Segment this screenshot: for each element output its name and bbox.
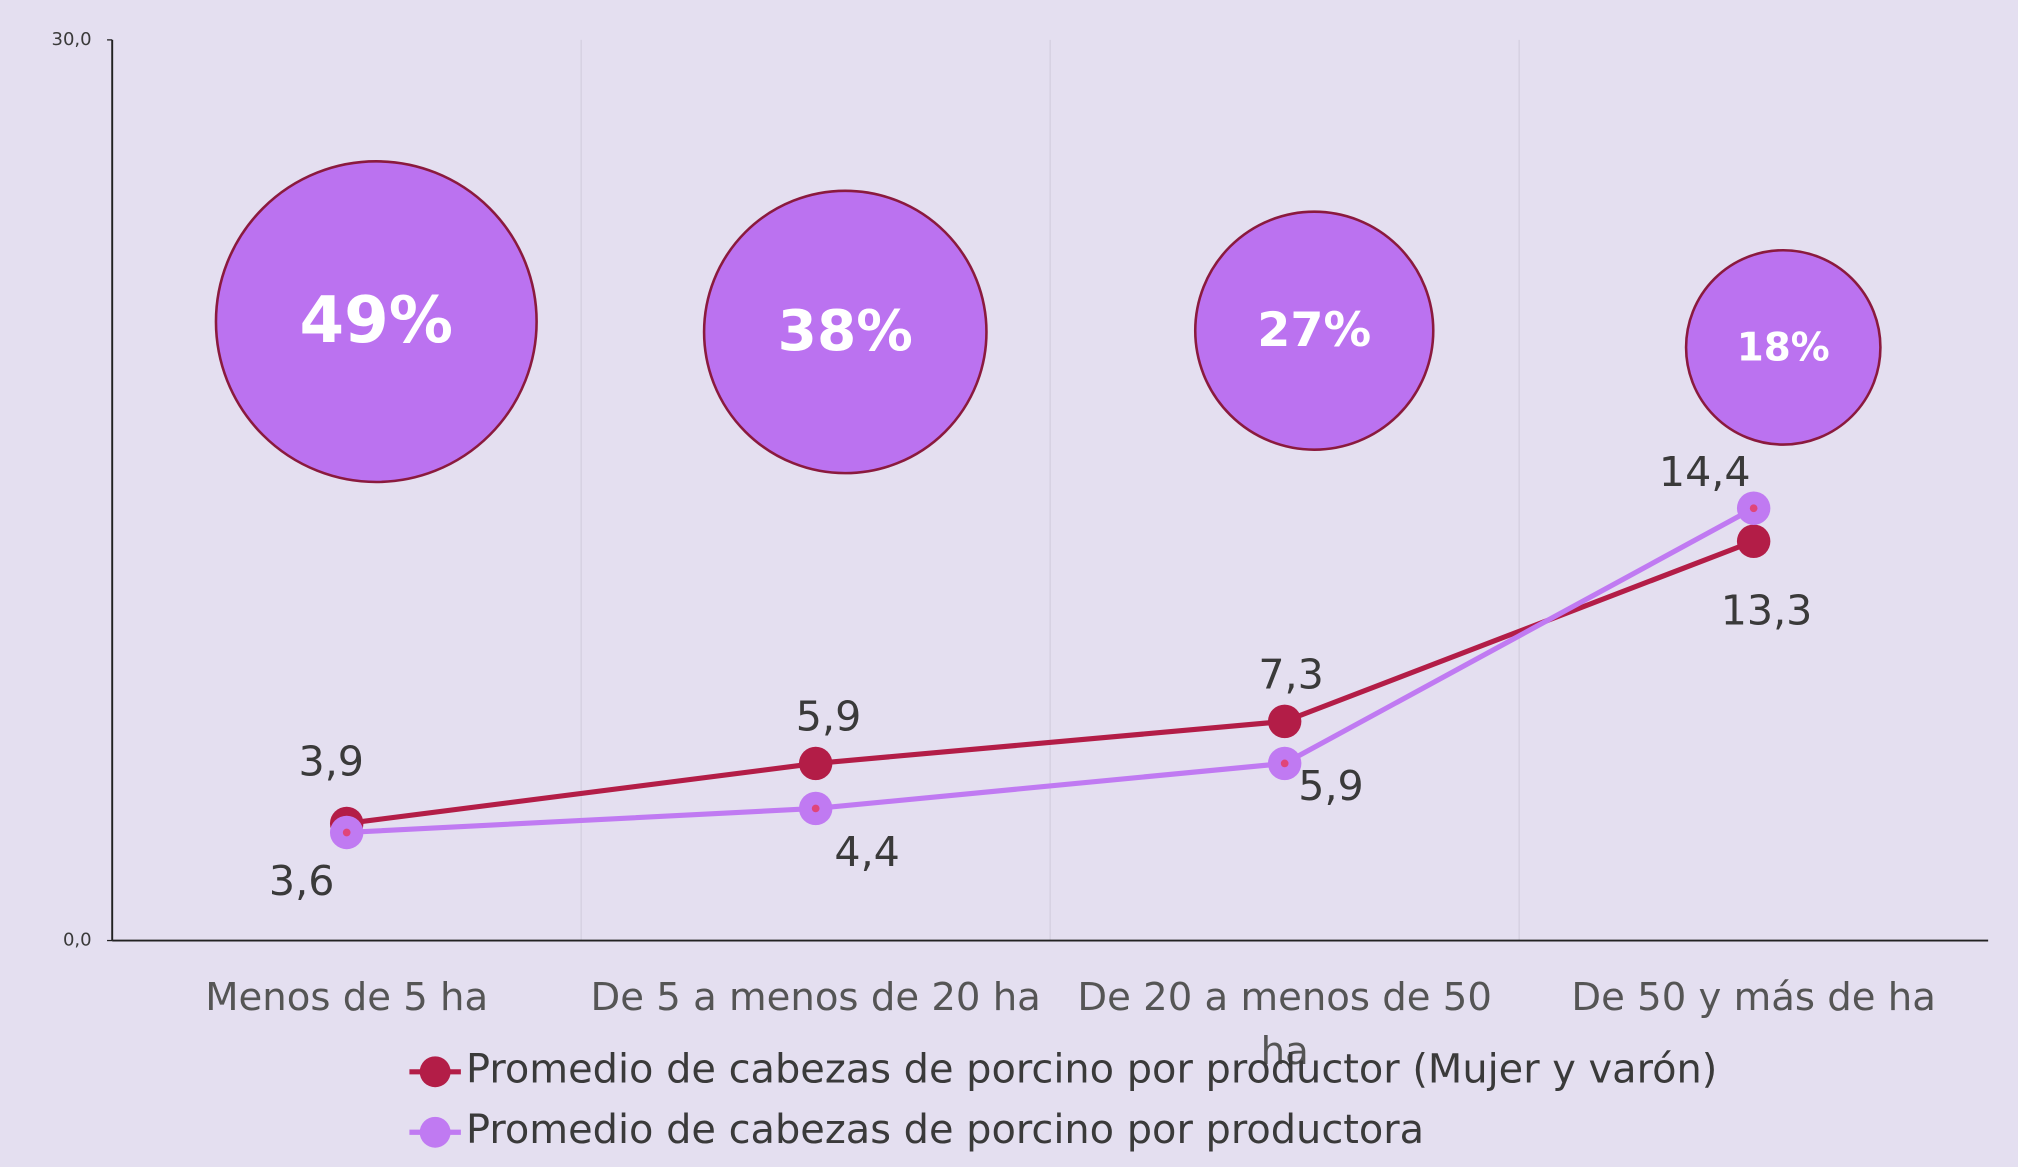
point xyxy=(798,746,833,781)
point xyxy=(1267,704,1302,739)
point-dot xyxy=(342,828,351,837)
bubble-label: 38% xyxy=(778,299,913,364)
data-label: 13,3 xyxy=(1721,586,1813,634)
x-tick-label-box: Menos de 5 ha xyxy=(205,975,489,1021)
x-tick-label: De 20 a menos de 50 ha xyxy=(1077,975,1492,1075)
x-tick-label-box: De 5 a menos de 20 ha xyxy=(590,975,1041,1021)
data-label: 7,3 xyxy=(1258,651,1323,699)
point xyxy=(1736,524,1771,558)
point-dot xyxy=(811,804,820,813)
legend-label: Promedio de cabezas de porcino por produ… xyxy=(466,1107,1424,1153)
bubble xyxy=(214,160,538,484)
x-tick-label-box: De 20 a menos de 50 ha xyxy=(1077,975,1492,1075)
legend-marker xyxy=(419,1056,451,1088)
series-line xyxy=(346,505,1755,836)
bubble-label: 49% xyxy=(300,283,453,358)
data-label: 5,9 xyxy=(1298,762,1363,810)
point-dot xyxy=(1749,504,1758,513)
x-tick-label-box: De 50 y más de ha xyxy=(1571,975,1936,1021)
x-tick-label: Menos de 5 ha xyxy=(205,975,489,1021)
bubble-label: 18% xyxy=(1737,325,1830,370)
legend-label: Promedio de cabezas de porcino por produ… xyxy=(466,1046,1717,1092)
y-tick-label: 30,0 xyxy=(52,29,92,50)
x-tick-label: De 50 y más de ha xyxy=(1571,975,1936,1021)
data-label: 3,9 xyxy=(299,737,364,785)
data-label: 14,4 xyxy=(1659,448,1751,496)
x-tick-label: De 5 a menos de 20 ha xyxy=(590,975,1041,1021)
y-tick-label: 0,0 xyxy=(63,930,92,951)
point-dot xyxy=(1280,759,1289,768)
bubble xyxy=(1684,248,1882,446)
bubble-label: 27% xyxy=(1257,303,1371,358)
data-label: 3,6 xyxy=(269,857,334,905)
bubble xyxy=(1193,210,1435,451)
bubble xyxy=(702,189,988,475)
data-label: 4,4 xyxy=(834,828,899,876)
series-line xyxy=(346,538,1755,827)
legend-marker xyxy=(419,1116,451,1148)
data-label: 5,9 xyxy=(796,693,861,741)
